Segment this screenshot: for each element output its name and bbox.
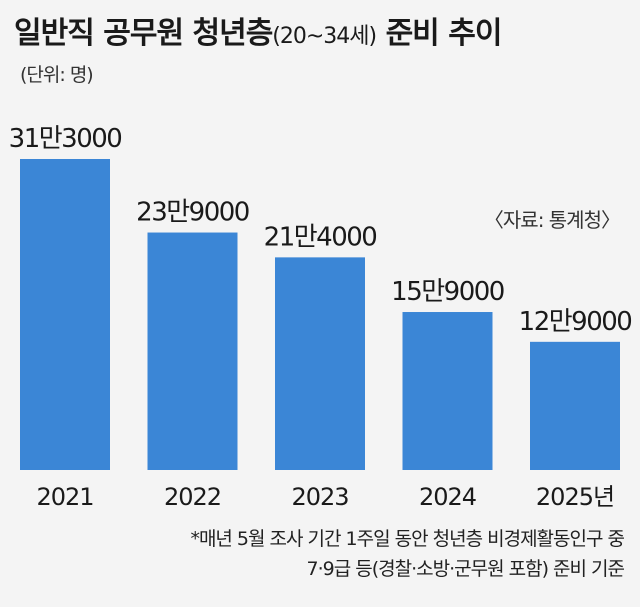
title-tail: 준비 추이 <box>385 16 503 51</box>
bar-value-label: 15만9000 <box>391 277 504 307</box>
title-age-range: (20~34세) <box>272 24 377 49</box>
footnote-line-1: *매년 5월 조사 기간 1주일 동안 청년층 비경제활동인구 중 <box>190 528 625 550</box>
bar-2022 <box>147 232 238 470</box>
x-tick-label: 2024 <box>419 483 476 511</box>
x-tick-label: 2025년 <box>536 483 614 511</box>
chart-title: 일반직 공무원 청년층(20~34세) 준비 추이 <box>14 8 503 52</box>
bar-value-label: 21만4000 <box>264 222 377 252</box>
bars-group: 31만3000 2021 23만9000 2022 21만4000 2023 15만9000… <box>9 124 633 511</box>
x-tick-label: 2021 <box>36 483 93 511</box>
bar-value-label: 31만3000 <box>9 124 122 154</box>
bar-2021 <box>20 159 110 470</box>
bar-2024 <box>402 312 493 470</box>
footnote-line-2: 7·9급 등(경찰·소방·군무원 포함) 준비 기준 <box>306 558 625 580</box>
bar-2023 <box>275 257 365 470</box>
bar-value-label: 12만9000 <box>519 307 632 337</box>
source-label: 〈자료: 통계청〉 <box>483 208 621 232</box>
unit-label: (단위: 명) <box>20 64 94 86</box>
bar-value-label: 23만9000 <box>136 198 249 228</box>
footnote: *매년 5월 조사 기간 1주일 동안 청년층 비경제활동인구 중 7·9급 등… <box>190 524 625 584</box>
x-tick-label: 2023 <box>291 483 348 511</box>
title-main: 일반직 공무원 청년층 <box>14 16 273 51</box>
x-tick-label: 2022 <box>164 483 221 511</box>
bar-2025년 <box>530 341 620 470</box>
